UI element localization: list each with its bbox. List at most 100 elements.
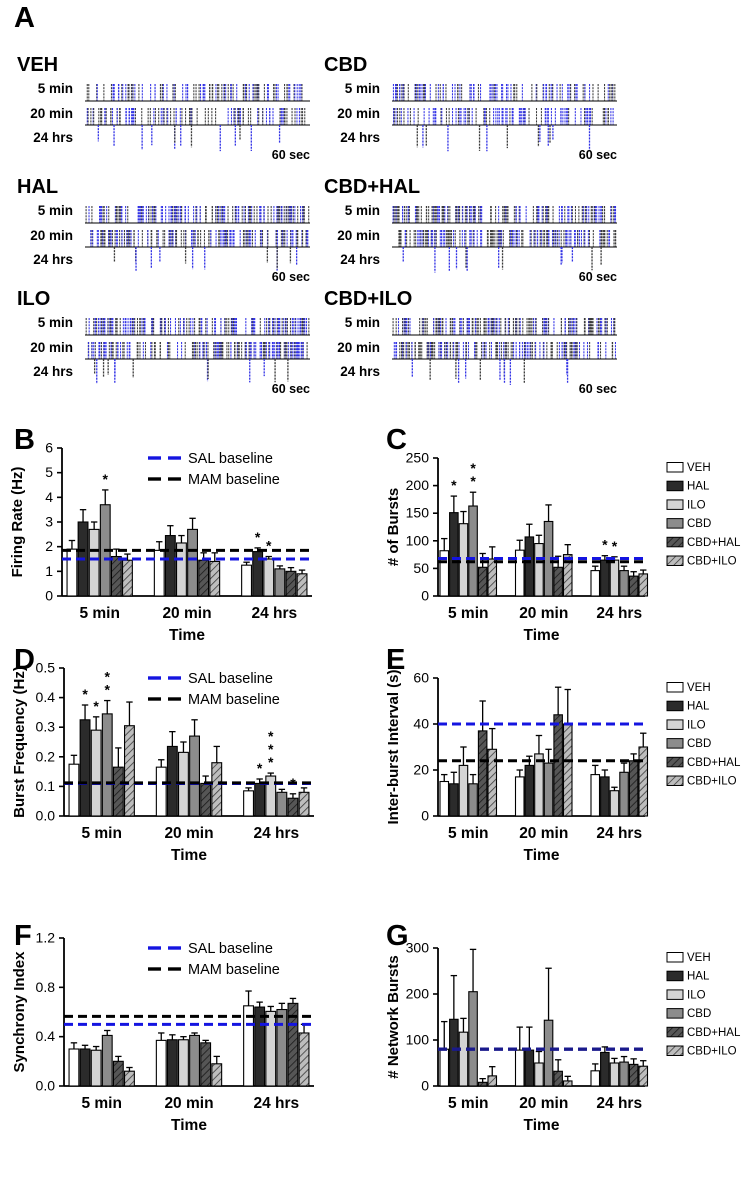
svg-text:CBD: CBD xyxy=(687,518,711,530)
svg-text:HAL: HAL xyxy=(687,971,710,983)
svg-text:3: 3 xyxy=(45,514,53,530)
svg-text:VEH: VEH xyxy=(687,952,711,964)
svg-text:# Network Bursts: # Network Bursts xyxy=(385,955,402,1078)
svg-text:5: 5 xyxy=(45,464,53,480)
svg-text:Burst Frequency (Hz): Burst Frequency (Hz) xyxy=(11,666,28,818)
svg-text:24 hrs: 24 hrs xyxy=(340,130,380,145)
svg-text:SAL baseline: SAL baseline xyxy=(188,451,273,467)
svg-text:20 min: 20 min xyxy=(30,106,73,121)
svg-text:24 hrs: 24 hrs xyxy=(596,1095,642,1112)
svg-text:20 min: 20 min xyxy=(337,340,380,355)
svg-text:150: 150 xyxy=(406,505,430,521)
svg-text:5 min: 5 min xyxy=(38,203,73,218)
svg-text:MAM baseline: MAM baseline xyxy=(188,472,280,488)
svg-text:4: 4 xyxy=(45,489,53,505)
svg-text:5 min: 5 min xyxy=(38,315,73,330)
svg-text:60 sec: 60 sec xyxy=(272,270,310,284)
svg-text:24 hrs: 24 hrs xyxy=(253,1095,299,1112)
svg-text:100: 100 xyxy=(406,1032,430,1048)
svg-text:200: 200 xyxy=(406,477,430,493)
svg-text:*: * xyxy=(612,538,618,554)
svg-text:CBD+ILO: CBD+ILO xyxy=(324,288,412,310)
svg-text:5 min: 5 min xyxy=(81,1095,121,1112)
svg-text:0.0: 0.0 xyxy=(36,1078,56,1094)
svg-text:24 hrs: 24 hrs xyxy=(340,252,380,267)
svg-text:0.4: 0.4 xyxy=(36,1028,56,1044)
svg-text:0: 0 xyxy=(421,588,429,604)
svg-text:VEH: VEH xyxy=(687,682,711,694)
svg-text:CBD: CBD xyxy=(324,54,367,76)
svg-text:0.2: 0.2 xyxy=(36,748,56,764)
svg-text:CBD: CBD xyxy=(687,1008,711,1020)
svg-text:CBD: CBD xyxy=(687,738,711,750)
svg-text:24 hrs: 24 hrs xyxy=(253,825,299,842)
svg-text:300: 300 xyxy=(406,940,430,956)
svg-text:60: 60 xyxy=(413,670,429,686)
svg-text:HAL: HAL xyxy=(687,481,710,493)
svg-text:5 min: 5 min xyxy=(345,203,380,218)
svg-text:HAL: HAL xyxy=(687,701,710,713)
svg-text:VEH: VEH xyxy=(687,462,711,474)
svg-text:60 sec: 60 sec xyxy=(579,382,617,396)
svg-text:0: 0 xyxy=(421,1078,429,1094)
svg-text:MAM baseline: MAM baseline xyxy=(188,692,280,708)
svg-text:*: * xyxy=(93,698,99,714)
svg-text:5 min: 5 min xyxy=(448,825,488,842)
svg-text:CBD+HAL: CBD+HAL xyxy=(687,757,741,769)
svg-text:SAL baseline: SAL baseline xyxy=(188,941,273,957)
svg-text:60 sec: 60 sec xyxy=(272,148,310,162)
svg-text:24 hrs: 24 hrs xyxy=(596,825,642,842)
svg-text:*: * xyxy=(105,682,111,698)
svg-text:0.4: 0.4 xyxy=(36,689,56,705)
svg-text:CBD+ILO: CBD+ILO xyxy=(687,776,737,788)
svg-text:CBD+HAL: CBD+HAL xyxy=(324,176,420,198)
svg-text:CBD+HAL: CBD+HAL xyxy=(687,1027,741,1039)
svg-text:Synchrony Index: Synchrony Index xyxy=(11,951,28,1073)
svg-text:MAM baseline: MAM baseline xyxy=(188,962,280,978)
svg-text:20 min: 20 min xyxy=(519,825,568,842)
svg-text:*: * xyxy=(602,537,608,553)
svg-text:0: 0 xyxy=(421,808,429,824)
svg-text:Firing Rate (Hz): Firing Rate (Hz) xyxy=(9,467,26,578)
svg-text:5 min: 5 min xyxy=(38,81,73,96)
svg-text:0: 0 xyxy=(45,588,53,604)
svg-text:Time: Time xyxy=(524,627,560,644)
svg-text:20 min: 20 min xyxy=(30,228,73,243)
svg-text:5 min: 5 min xyxy=(81,825,121,842)
svg-text:Time: Time xyxy=(171,1117,207,1134)
svg-text:60 sec: 60 sec xyxy=(579,148,617,162)
svg-text:ILO: ILO xyxy=(17,288,50,310)
svg-text:ILO: ILO xyxy=(687,499,706,511)
svg-text:20 min: 20 min xyxy=(337,228,380,243)
svg-text:*: * xyxy=(451,477,457,493)
svg-text:50: 50 xyxy=(413,560,429,576)
svg-text:# of Bursts: # of Bursts xyxy=(385,488,402,566)
svg-text:5 min: 5 min xyxy=(448,1095,488,1112)
svg-text:1: 1 xyxy=(45,563,53,579)
svg-text:*: * xyxy=(103,471,109,487)
svg-text:5 min: 5 min xyxy=(345,81,380,96)
svg-text:20 min: 20 min xyxy=(164,825,213,842)
svg-text:60 sec: 60 sec xyxy=(579,270,617,284)
svg-text:Time: Time xyxy=(524,1117,560,1134)
svg-text:200: 200 xyxy=(406,986,430,1002)
svg-text:SAL baseline: SAL baseline xyxy=(188,671,273,687)
svg-text:0.0: 0.0 xyxy=(36,808,56,824)
svg-text:24 hrs: 24 hrs xyxy=(33,130,73,145)
svg-text:*: * xyxy=(470,473,476,489)
svg-text:CBD+HAL: CBD+HAL xyxy=(687,537,741,549)
svg-text:5 min: 5 min xyxy=(448,605,488,622)
svg-text:5 min: 5 min xyxy=(79,605,119,622)
svg-text:24 hrs: 24 hrs xyxy=(596,605,642,622)
svg-text:*: * xyxy=(255,529,261,545)
svg-text:20: 20 xyxy=(413,762,429,778)
svg-text:20 min: 20 min xyxy=(164,1095,213,1112)
svg-text:24 hrs: 24 hrs xyxy=(340,364,380,379)
svg-text:ILO: ILO xyxy=(687,719,706,731)
svg-text:*: * xyxy=(82,686,88,702)
svg-text:1.2: 1.2 xyxy=(36,930,56,946)
svg-text:VEH: VEH xyxy=(17,54,58,76)
svg-text:100: 100 xyxy=(406,532,430,548)
svg-text:20 min: 20 min xyxy=(519,1095,568,1112)
svg-text:2: 2 xyxy=(45,538,53,554)
